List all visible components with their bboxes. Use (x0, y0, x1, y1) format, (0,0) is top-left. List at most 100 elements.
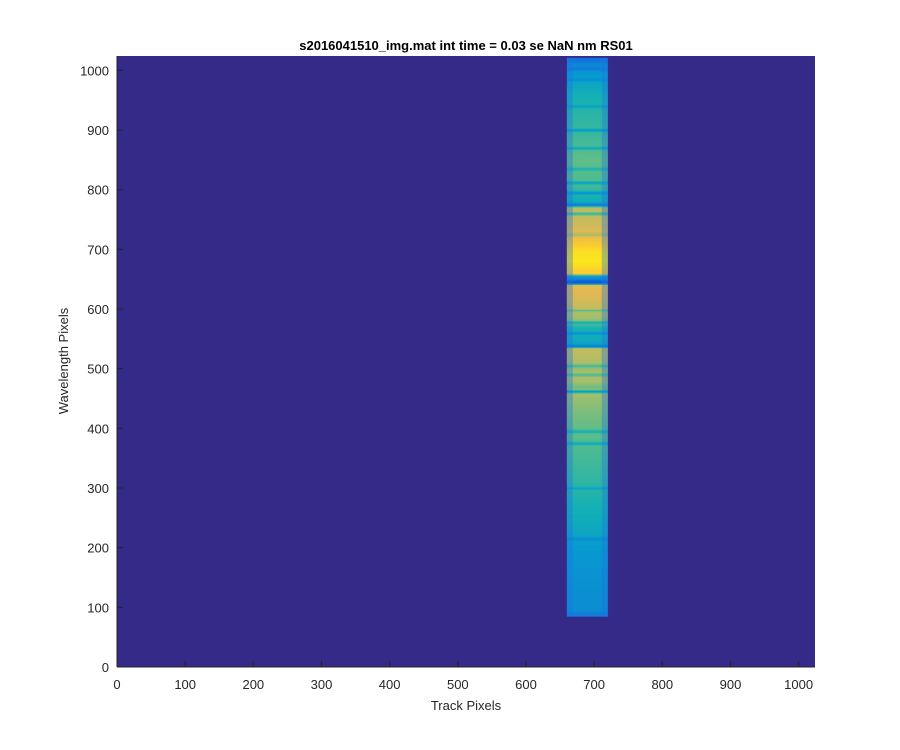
spectrum-band (566, 379, 608, 382)
spectrum-band (566, 365, 608, 368)
spectrum-band (566, 146, 608, 148)
spectrum-band (566, 489, 608, 492)
spectrum-band (566, 241, 608, 244)
spectrum-band (566, 269, 608, 271)
spectrum-band (566, 105, 608, 108)
spectrum-band (566, 553, 608, 555)
y-tick-label: 100 (87, 600, 109, 615)
spectrum-band (566, 496, 608, 499)
spectrum-band (566, 143, 608, 146)
x-axis-label: Track Pixels (431, 698, 502, 713)
spectrum-band (566, 254, 608, 257)
spectrum-band (566, 543, 608, 546)
spectrum-band (566, 573, 608, 575)
spectrum-band (566, 480, 608, 482)
spectrum-band (566, 94, 608, 97)
spectrum-band (566, 544, 608, 547)
spectrum-band (566, 397, 608, 400)
spectrum-band (566, 388, 608, 390)
spectrum-band (566, 141, 608, 143)
spectrum-band (566, 376, 608, 379)
spectrum-band (566, 529, 608, 531)
spectrum-band (566, 606, 608, 609)
spectrum-band (566, 266, 608, 269)
spectrum-band (566, 547, 608, 549)
spectrum-band (566, 455, 608, 457)
spectrum-band (566, 467, 608, 469)
spectrum-band (566, 551, 608, 554)
spectrum-band (566, 474, 608, 476)
spectrum-band (566, 224, 608, 227)
spectrum-band (566, 199, 608, 202)
spectrum-band (566, 575, 608, 578)
spectrum-band (566, 348, 608, 351)
spectrum-band (566, 152, 608, 154)
spectrum-band (566, 258, 608, 260)
spectrum-band (566, 309, 608, 312)
spectrum-band (566, 579, 608, 581)
spectrum-band (566, 446, 608, 449)
spectrum-band (566, 111, 608, 114)
spectrum-band (566, 613, 608, 616)
spectrum-band (566, 493, 608, 495)
spectrum-band (566, 98, 608, 100)
spectrum-band (566, 125, 608, 128)
spectrum-band (566, 597, 608, 599)
spectrum-band (566, 329, 608, 332)
spectrum-band (566, 321, 608, 324)
spectrum-band (566, 605, 608, 608)
spectrum-band (566, 259, 608, 262)
spectrum-band (566, 328, 608, 331)
spectrum-band (566, 591, 608, 593)
spectrum-band (566, 200, 608, 203)
spectrum-band (566, 325, 608, 327)
spectrum-band (566, 221, 608, 223)
spectrum-band (566, 63, 608, 66)
x-tick-label: 500 (447, 677, 469, 692)
spectrum-band (566, 57, 608, 60)
spectrum-band (566, 530, 608, 532)
spectrum-band (566, 492, 608, 494)
x-axis-ticks: 0 100 200 300 400 500 600 700 800 900 1000 (113, 661, 813, 692)
spectrum-band (566, 610, 608, 612)
spectrum-band (566, 511, 608, 513)
spectrum-band (566, 178, 608, 180)
spectrum-band (566, 326, 608, 328)
spectrum-band (566, 198, 608, 201)
spectrum-band (566, 192, 608, 195)
spectrum-band (566, 445, 608, 448)
x-tick-label: 600 (515, 677, 537, 692)
spectrum-band (566, 458, 608, 461)
spectrum-band (566, 323, 608, 326)
spectrum-band (566, 237, 608, 240)
spectrum-band (566, 598, 608, 600)
spectrum-band (566, 343, 608, 345)
spectrum-band (566, 216, 608, 219)
spectrum-band (566, 319, 608, 321)
spectrum-band (566, 162, 608, 165)
spectrum-band (566, 473, 608, 475)
plot-area (117, 56, 815, 667)
spectrum-band (566, 322, 608, 325)
spectrum-band (566, 518, 608, 521)
spectrum-band (566, 364, 608, 367)
spectrum-band (566, 587, 608, 590)
spectrum-band (566, 153, 608, 155)
spectrum-band (566, 60, 608, 62)
spectrum-band (566, 75, 608, 78)
spectrum-band (566, 352, 608, 355)
spectrum-band (566, 134, 608, 136)
spectrum-band (566, 374, 608, 376)
spectrum-band (566, 270, 608, 272)
spectrum-stripe (563, 57, 619, 617)
spectrum-band (566, 403, 608, 406)
spectrum-band (566, 82, 608, 85)
spectrum-band (566, 136, 608, 139)
spectrum-band (566, 264, 608, 266)
y-tick-label: 0 (102, 660, 109, 675)
spectrum-band (566, 525, 608, 528)
spectrum-band (566, 506, 608, 509)
spectrum-band (566, 592, 608, 595)
spectrum-band (566, 175, 608, 178)
spectrum-band (566, 559, 608, 561)
